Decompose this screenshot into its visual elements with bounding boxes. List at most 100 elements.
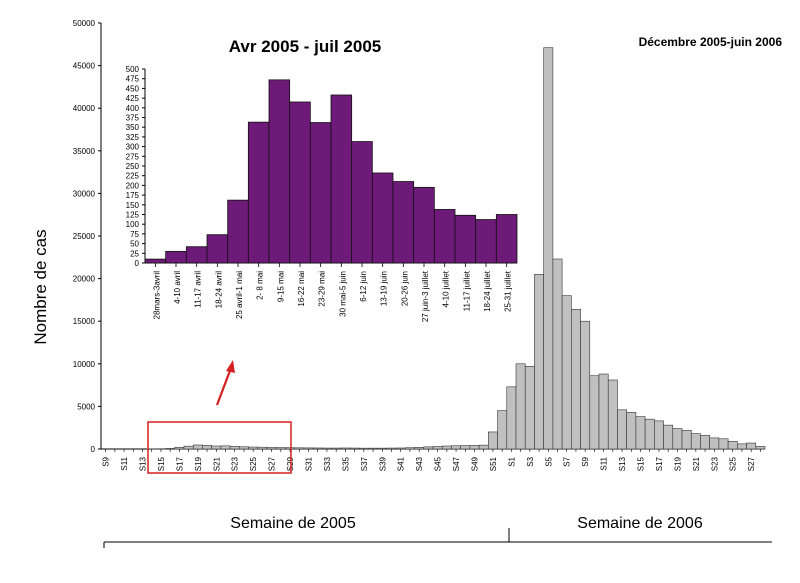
x-tick-label: S17: [175, 456, 184, 471]
bar-S20: [202, 445, 212, 450]
x-tick-label: S19: [194, 456, 203, 471]
period-label-2005: Semaine de 2005: [230, 515, 356, 532]
bar-S32: [312, 447, 323, 450]
x-tick-label: S3: [526, 456, 535, 466]
inset-bar: [144, 258, 167, 264]
inset-bar: [454, 214, 477, 264]
inset-x-tick-label: 18-24 juillet: [483, 270, 492, 312]
bar-S23: [709, 437, 720, 450]
inset-x-tick-label: 4-10 avril: [173, 271, 182, 304]
x-tick-label: S9: [102, 456, 111, 466]
bar-S27: [266, 447, 277, 450]
inset-bar: [392, 181, 415, 264]
bar-S38: [368, 447, 378, 450]
bar-S8: [571, 308, 581, 450]
inset-bar: [475, 219, 497, 264]
y-tick-label: 45000: [73, 62, 96, 71]
x-tick-label: S33: [323, 456, 332, 471]
inset-x-tick-label: 30 mai-5 juin: [338, 271, 347, 317]
inset-y-tick-label: 300: [126, 143, 140, 152]
arrow-head: [226, 360, 235, 373]
bar-S42: [405, 447, 415, 450]
x-tick-label: S51: [489, 456, 498, 471]
x-tick-label: S31: [305, 456, 314, 471]
x-tick-label: S39: [378, 456, 387, 471]
inset-y-tick-label: 350: [126, 123, 140, 132]
inset-x-tick-label: 11-17 juillet: [462, 270, 471, 311]
x-tick-label: S13: [139, 456, 148, 471]
x-tick-label: S45: [434, 456, 443, 471]
bar-S6: [552, 258, 563, 450]
x-tick-label: S43: [415, 456, 424, 471]
inset-bar: [309, 122, 332, 264]
bar-S2: [515, 363, 526, 450]
y-tick-label: 0: [91, 445, 96, 454]
inset-bar: [351, 141, 373, 264]
y-tick-label: 25000: [73, 232, 96, 241]
arrow-shaft: [215, 367, 233, 406]
inset-x-tick-label: 11-17 avril: [194, 271, 203, 308]
bar-S21: [690, 433, 701, 450]
bar-S36: [349, 447, 360, 450]
y-tick-label: 15000: [73, 317, 96, 326]
bar-S17: [174, 446, 185, 450]
bar-undefined: [755, 446, 766, 450]
bar-S25: [727, 441, 738, 450]
bar-S19: [672, 428, 683, 450]
bar-S24: [239, 446, 249, 450]
x-tick-label: S11: [600, 456, 609, 470]
bar-S31: [303, 447, 314, 450]
bar-S43: [414, 446, 425, 450]
inset-x-tick-label: 13-19 juin: [380, 271, 389, 306]
bar-S16: [644, 418, 655, 450]
bar-S49: [469, 445, 480, 450]
bar-S21: [211, 445, 222, 450]
bar-S45: [432, 446, 443, 450]
bar-S44: [423, 446, 434, 450]
inset-x-tick-label: 27 juin-3 juillet: [421, 270, 430, 322]
bar-S15: [635, 416, 646, 450]
highlight-box: [147, 421, 292, 474]
x-tick-label: S1: [507, 456, 516, 466]
bar-S48: [460, 445, 471, 450]
bar-S9: [580, 320, 591, 450]
x-tick-label: S15: [637, 456, 646, 471]
inset-x-tick-label: 2- 8 mai: [256, 271, 265, 300]
inset-y-tick-label: 225: [126, 172, 140, 181]
inset-x-tick-label: 4-10 juillet: [442, 270, 451, 307]
bar-S18: [663, 424, 674, 450]
inset-x-tick-label: 18-24 avril: [214, 271, 223, 309]
bar-S35: [340, 447, 351, 450]
inset-bar: [227, 199, 249, 264]
bar-S7: [561, 295, 572, 450]
x-tick-label: S5: [544, 456, 553, 466]
x-tick-label: S13: [618, 456, 627, 471]
inset-y-tick-label: 50: [130, 240, 139, 249]
x-tick-label: S25: [729, 456, 738, 471]
bar-S16: [165, 448, 176, 450]
bar-S52: [497, 410, 508, 450]
annotations: [147, 360, 292, 474]
inset-y-tick-label: 250: [126, 162, 140, 171]
bar-S20: [681, 429, 692, 450]
inset-y-tick-label: 100: [126, 220, 140, 229]
x-tick-label: S7: [563, 456, 572, 466]
bar-S10: [589, 375, 600, 450]
inset-bar: [433, 209, 456, 264]
bar-S41: [395, 447, 406, 450]
y-tick-label: 20000: [73, 275, 96, 284]
bar-S18: [183, 445, 194, 450]
bar-S50: [478, 444, 489, 450]
bar-S12: [607, 379, 618, 450]
inset-plot: 0255075100125150175200225250275300325350…: [126, 37, 518, 322]
bar-S30: [294, 447, 305, 450]
inset-x-tick-label: 20-26 juin: [400, 271, 409, 306]
bar-S19: [192, 444, 203, 450]
bar-S26: [737, 443, 747, 450]
bar-S22: [700, 435, 710, 450]
inset-y-tick-label: 275: [126, 152, 140, 161]
y-tick-label: 10000: [73, 360, 96, 369]
x-tick-label: S11: [120, 456, 129, 470]
x-tick-label: S27: [747, 456, 756, 471]
